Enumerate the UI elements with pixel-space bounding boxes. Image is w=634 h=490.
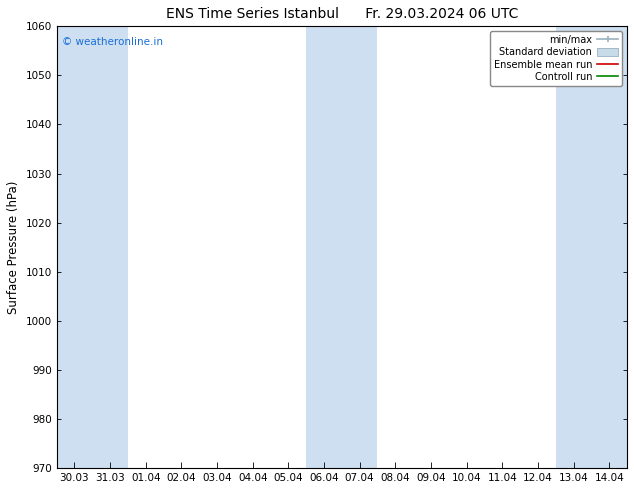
Legend: min/max, Standard deviation, Ensemble mean run, Controll run: min/max, Standard deviation, Ensemble me… [489, 31, 622, 86]
Text: © weatheronline.in: © weatheronline.in [62, 37, 164, 48]
Title: ENS Time Series Istanbul      Fr. 29.03.2024 06 UTC: ENS Time Series Istanbul Fr. 29.03.2024 … [165, 7, 518, 21]
Bar [56, 26, 93, 468]
Bar [93, 26, 128, 468]
Bar [306, 26, 342, 468]
Bar [556, 26, 592, 468]
Y-axis label: Surface Pressure (hPa): Surface Pressure (hPa) [7, 180, 20, 314]
Bar [342, 26, 377, 468]
Bar [592, 26, 627, 468]
